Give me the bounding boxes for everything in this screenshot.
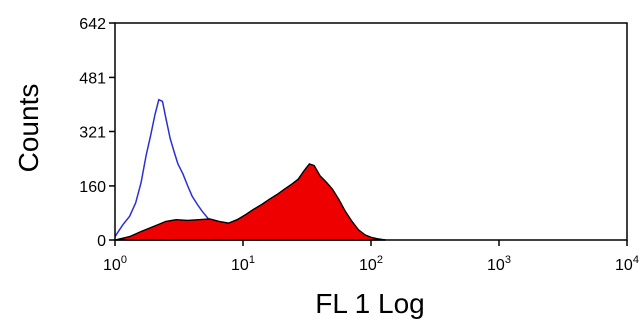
- x-tick-label: 101: [231, 254, 255, 274]
- x-tick-label: 102: [359, 254, 383, 274]
- y-tick-label: 481: [79, 70, 106, 87]
- y-tick-label: 160: [79, 179, 106, 196]
- x-tick-label: 104: [615, 254, 639, 274]
- x-tick-label: 103: [487, 254, 511, 274]
- plot-frame: [114, 22, 628, 241]
- plot-area: [114, 98, 386, 241]
- y-axis-title: Counts: [13, 84, 44, 173]
- x-tick-label: 100: [103, 254, 127, 274]
- x-axis-title: FL 1 Log: [315, 288, 424, 319]
- y-tick-label: 321: [79, 125, 106, 142]
- y-tick-label: 0: [97, 233, 106, 250]
- histogram-outline-series: [114, 98, 258, 241]
- axes: [109, 22, 628, 246]
- histogram-filled-series: [114, 163, 386, 241]
- y-tick-label: 642: [79, 16, 106, 33]
- tick-labels: 0 160 321 481 642 100 101 102 103 104: [79, 16, 639, 274]
